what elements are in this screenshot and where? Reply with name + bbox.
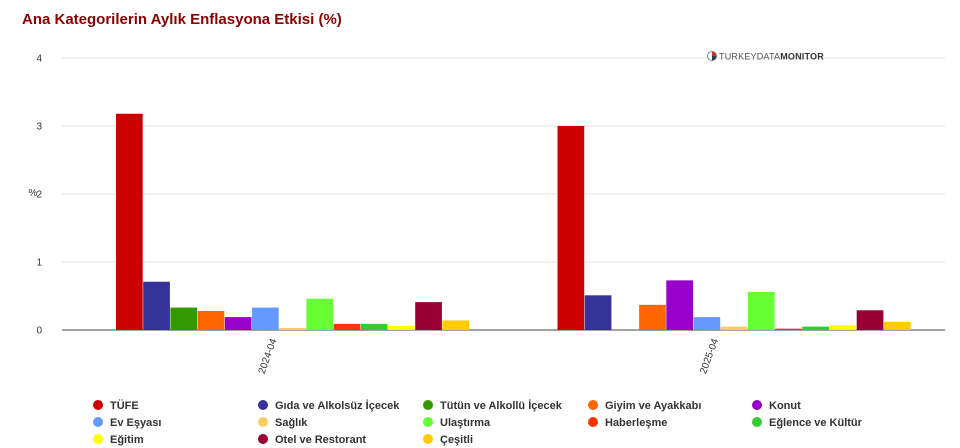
legend-label[interactable]: Giyim ve Ayakkabı	[605, 400, 701, 412]
bar[interactable]	[116, 113, 143, 330]
legend: TÜFE Gıda ve Alkolsüz İçecek Tütün ve Alko…	[93, 399, 863, 446]
y-tick-label: 2	[36, 190, 42, 201]
legend-marker	[258, 434, 268, 444]
legend-marker	[93, 417, 103, 427]
bar[interactable]	[415, 302, 442, 330]
legend-label[interactable]: Konut	[769, 400, 801, 412]
legend-marker	[423, 434, 433, 444]
legend-label[interactable]: Tütün ve Alkollü İçecek	[440, 399, 563, 412]
bar-marks	[116, 113, 911, 330]
y-tick-label: 3	[36, 122, 42, 133]
bar[interactable]	[829, 325, 857, 330]
bar[interactable]	[883, 321, 911, 330]
legend-label[interactable]: Otel ve Restorant	[275, 434, 366, 446]
legend-label[interactable]: Gıda ve Alkolsüz İçecek	[275, 399, 400, 412]
grid-lines	[62, 57, 945, 331]
watermark-logo-slice	[712, 51, 717, 56]
legend-label[interactable]: Çeşitli	[440, 434, 473, 446]
y-tick-label: 1	[36, 258, 42, 269]
bar[interactable]	[639, 304, 666, 330]
bar[interactable]	[747, 291, 775, 330]
bar[interactable]	[388, 325, 415, 330]
bar[interactable]	[252, 307, 279, 330]
bar[interactable]	[224, 317, 252, 330]
legend-label[interactable]: Sağlık	[275, 417, 308, 429]
legend-marker	[93, 400, 103, 410]
legend-marker	[752, 400, 762, 410]
watermark-text: TURKEYDATAMONITOR	[719, 52, 824, 62]
legend-label[interactable]: Ev Eşyası	[110, 417, 161, 429]
legend-marker	[423, 400, 433, 410]
bar[interactable]	[279, 327, 306, 330]
bar[interactable]	[442, 320, 470, 330]
legend-marker	[423, 417, 433, 427]
bar[interactable]	[720, 326, 748, 330]
legend-marker	[752, 417, 762, 427]
chart-title: Ana Kategorilerin Aylık Enflasyona Etkis…	[22, 11, 342, 28]
bar[interactable]	[856, 310, 884, 330]
legend-label[interactable]: Eğitim	[110, 434, 144, 446]
bar[interactable]	[306, 298, 334, 330]
legend-marker	[258, 417, 268, 427]
bar[interactable]	[693, 317, 721, 330]
x-category-label: 2025-04	[698, 337, 721, 376]
x-category-labels: 2024-04 2025-04	[257, 337, 722, 376]
y-tick-label: 4	[36, 54, 42, 65]
bar[interactable]	[360, 323, 388, 330]
legend-label[interactable]: Eğlence ve Kültür	[769, 417, 863, 429]
y-axis-label: %	[29, 188, 38, 199]
watermark-logo-slice	[712, 56, 717, 61]
legend-label[interactable]: Ulaştırma	[440, 417, 491, 429]
bar[interactable]	[802, 326, 829, 330]
watermark: TURKEYDATAMONITOR	[707, 51, 824, 62]
bar[interactable]	[775, 328, 802, 330]
x-category-label: 2024-04	[257, 337, 280, 376]
bar[interactable]	[143, 281, 170, 330]
y-tick-label: 0	[36, 326, 42, 337]
bar[interactable]	[333, 323, 361, 330]
legend-marker	[588, 400, 598, 410]
legend-marker	[258, 400, 268, 410]
bar[interactable]	[197, 310, 225, 330]
legend-label[interactable]: TÜFE	[110, 399, 139, 412]
y-tick-labels: 0 1 2 3 4	[36, 54, 42, 337]
bar[interactable]	[170, 307, 198, 330]
bar[interactable]	[557, 126, 585, 330]
legend-marker	[93, 434, 103, 444]
legend-label[interactable]: Haberleşme	[605, 417, 667, 429]
bar[interactable]	[584, 295, 612, 330]
bar[interactable]	[666, 280, 693, 330]
legend-marker	[588, 417, 598, 427]
